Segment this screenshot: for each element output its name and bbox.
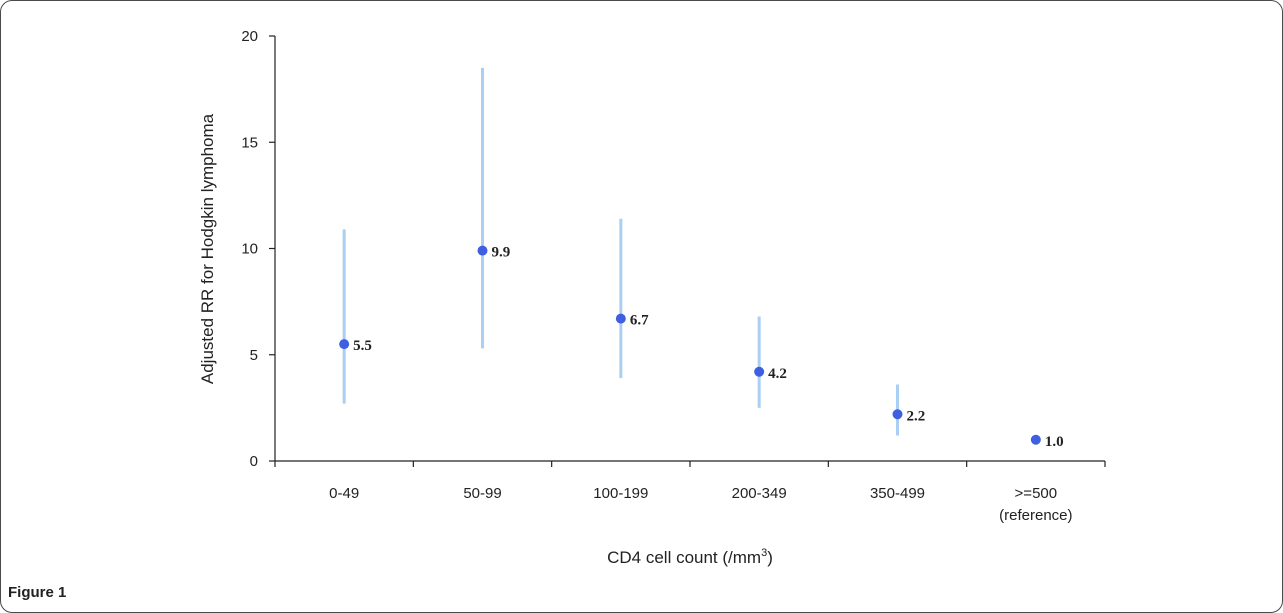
x-axis: 0-49 50-99 100-199 200-349 350-499 >=500 (refe…	[274, 460, 1106, 524]
confidence-intervals	[342, 67, 899, 436]
data-point	[615, 313, 626, 324]
y-tick-label: 0	[250, 453, 258, 470]
x-tick-label: 200-349	[732, 485, 787, 502]
x-tick-label: 50-99	[463, 485, 501, 502]
y-tick-label: 20	[241, 28, 258, 45]
data-label: 9.9	[492, 245, 511, 261]
x-tick-label: 350-499	[870, 485, 925, 502]
x-axis-title-suffix: )	[767, 548, 773, 567]
x-axis-title-superscript: 3	[761, 547, 767, 559]
data-point	[339, 339, 350, 350]
y-tick-label: 15	[241, 134, 258, 151]
x-tick-label: >=500	[1015, 485, 1058, 502]
y-tick-label: 10	[241, 241, 258, 258]
figure-caption: Figure 1	[8, 584, 67, 601]
x-tick-label: 0-49	[329, 485, 359, 502]
data-point	[754, 366, 765, 377]
x-tick-label: 100-199	[593, 485, 648, 502]
data-point	[892, 409, 903, 420]
x-tick-label: (reference)	[999, 507, 1072, 524]
y-tick-label: 5	[250, 347, 258, 364]
data-points	[339, 245, 1041, 445]
data-label: 6.7	[630, 313, 649, 329]
x-axis-title: CD4 cell count (/mm3)	[607, 547, 773, 567]
y-axis-title: Adjusted RR for Hodgkin lymphoma	[198, 113, 217, 384]
data-labels: 5.5 9.9 6.7 4.2 2.2 1.0	[353, 245, 1063, 450]
data-point	[477, 245, 488, 256]
data-label: 1.0	[1045, 434, 1064, 450]
data-label: 4.2	[768, 366, 787, 382]
x-axis-title-text: CD4 cell count (/mm	[607, 548, 761, 567]
data-point	[1030, 434, 1041, 445]
chart: 0 5 10 15 20 0-49 50-99 100-199 200-349 350-499 >…	[198, 28, 1106, 567]
y-axis: 0 5 10 15 20	[241, 28, 276, 470]
data-label: 2.2	[907, 408, 926, 424]
data-label: 5.5	[353, 338, 372, 354]
